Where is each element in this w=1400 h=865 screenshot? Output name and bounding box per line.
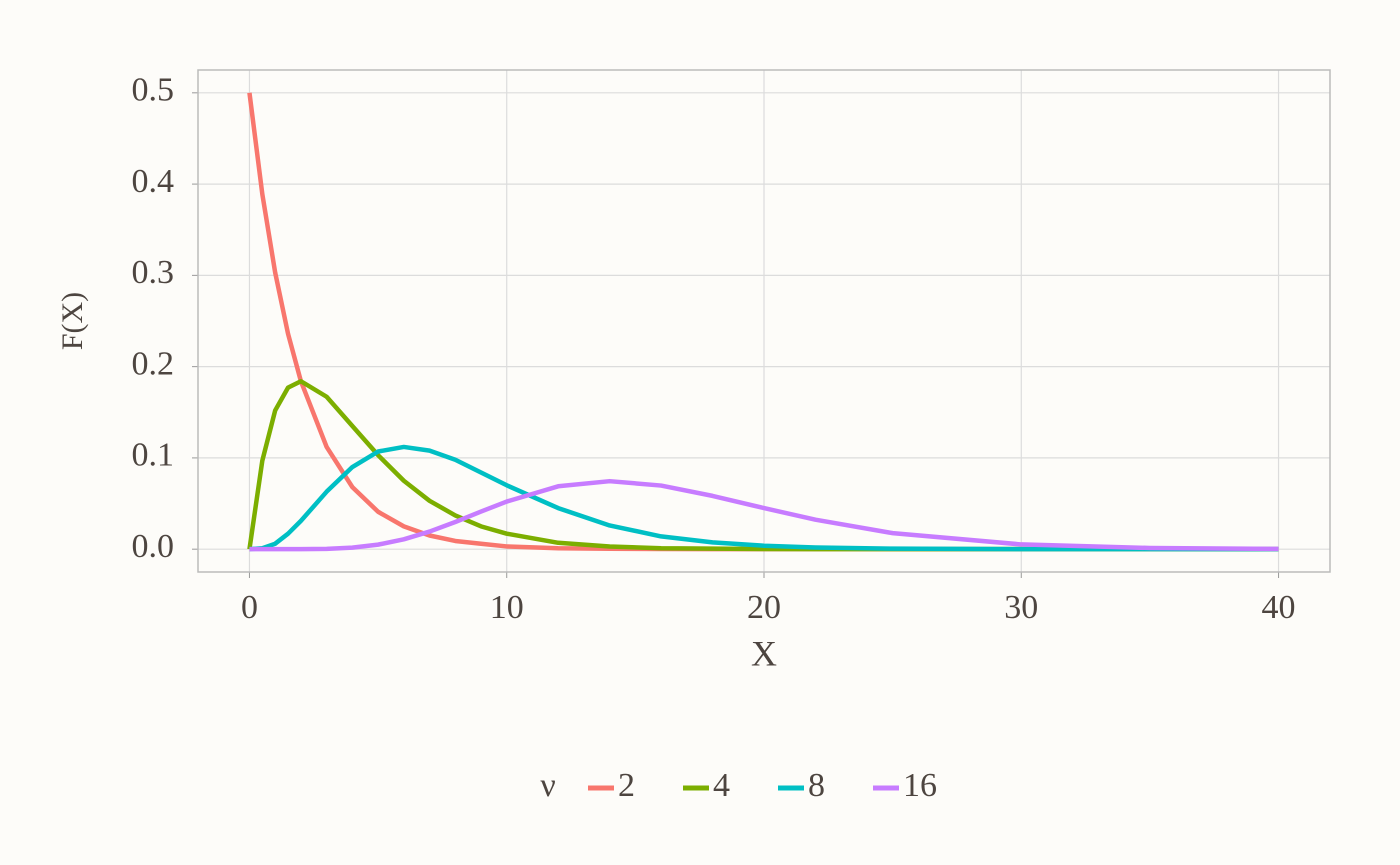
y-tick-label: 0.2 bbox=[132, 345, 175, 382]
y-tick-label: 0.3 bbox=[132, 254, 175, 291]
legend-label: 4 bbox=[713, 767, 730, 804]
x-tick-label: 10 bbox=[490, 589, 524, 626]
x-tick-label: 20 bbox=[747, 589, 781, 626]
legend-title: ν bbox=[540, 767, 555, 804]
y-tick-label: 0.0 bbox=[132, 528, 175, 565]
legend-label: 16 bbox=[903, 767, 937, 804]
line-series bbox=[249, 444, 1279, 552]
x-axis-title: X bbox=[751, 633, 777, 673]
y-tick-label: 0.4 bbox=[132, 163, 175, 200]
y-tick-label: 0.5 bbox=[132, 72, 175, 109]
legend-label: 2 bbox=[618, 767, 635, 804]
panel-border bbox=[197, 69, 1331, 573]
line-series bbox=[249, 478, 1279, 552]
y-tick-label: 0.1 bbox=[132, 437, 175, 474]
legend-label: 8 bbox=[808, 767, 825, 804]
y-axis-title: F(X) bbox=[56, 292, 89, 350]
x-tick-label: 0 bbox=[241, 589, 258, 626]
x-tick-label: 40 bbox=[1262, 589, 1296, 626]
x-tick-label: 30 bbox=[1004, 589, 1038, 626]
